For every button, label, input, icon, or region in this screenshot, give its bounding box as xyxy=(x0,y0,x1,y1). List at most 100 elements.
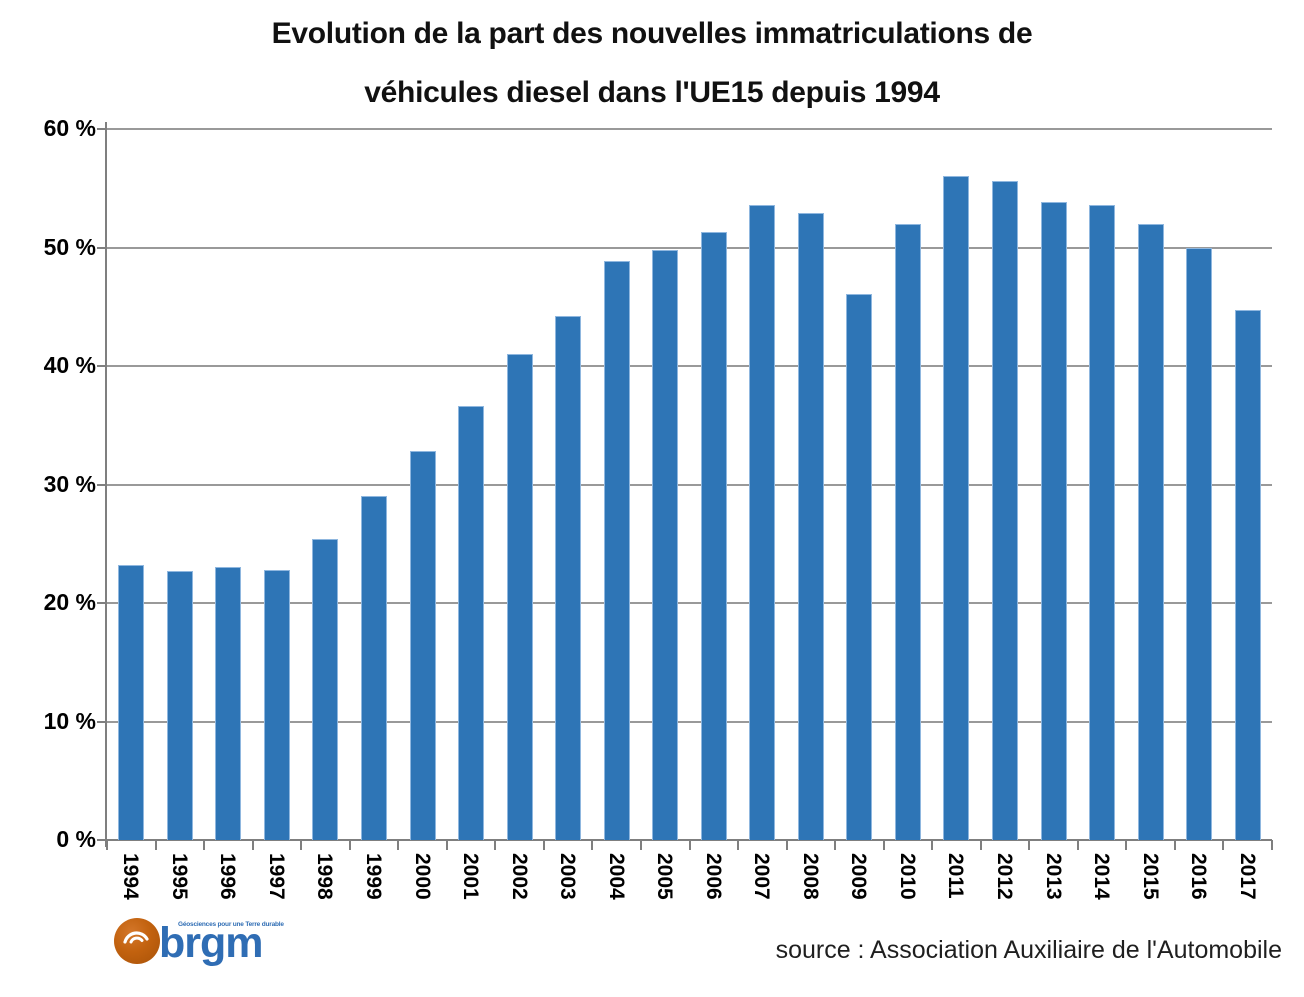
bar-2009 xyxy=(846,293,873,840)
bar-2015 xyxy=(1137,223,1164,840)
gridline-40 xyxy=(107,365,1272,367)
x-axis-label-2009: 2009 xyxy=(847,853,871,900)
x-tick-5 xyxy=(348,840,351,850)
y-tick-30 xyxy=(97,483,107,486)
x-axis-label-2000: 2000 xyxy=(410,853,434,900)
bar-2008 xyxy=(797,213,824,840)
x-axis-label-2002: 2002 xyxy=(507,853,531,900)
bar-2002 xyxy=(506,354,533,840)
y-axis xyxy=(105,122,107,847)
bar-1995 xyxy=(166,571,193,840)
x-tick-19 xyxy=(1028,840,1031,850)
x-tick-3 xyxy=(251,840,254,850)
x-tick-4 xyxy=(300,840,303,850)
y-axis-label-50: 50 % xyxy=(43,233,96,260)
x-axis-label-2007: 2007 xyxy=(750,853,774,900)
bar-2010 xyxy=(894,223,921,840)
gridline-20 xyxy=(107,602,1272,604)
y-tick-0 xyxy=(97,839,107,841)
brgm-logo: Géosciences pour une Terre durable brgm xyxy=(112,914,284,980)
x-tick-9 xyxy=(542,840,545,850)
x-axis-label-2004: 2004 xyxy=(604,853,628,900)
x-tick-22 xyxy=(1173,840,1176,850)
bar-2007 xyxy=(749,204,776,840)
x-axis-label-2016: 2016 xyxy=(1187,853,1211,900)
source-caption: source : Association Auxiliaire de l'Aut… xyxy=(775,936,1282,964)
y-tick-20 xyxy=(97,602,107,604)
chart-title-line1: Evolution de la part des nouvelles immat… xyxy=(271,17,1033,50)
x-axis-label-2008: 2008 xyxy=(798,853,822,900)
bar-2004 xyxy=(603,260,630,840)
x-tick-12 xyxy=(688,840,691,850)
bar-2001 xyxy=(458,406,485,840)
y-tick-10 xyxy=(97,720,107,723)
y-axis-label-40: 40 % xyxy=(43,352,96,378)
y-axis-label-20: 20 % xyxy=(43,589,96,615)
chart-title-line2: véhicules diesel dans l'UE15 depuis 1994 xyxy=(364,76,940,109)
y-tick-60 xyxy=(97,128,107,130)
bar-2013 xyxy=(1040,202,1067,840)
bar-1996 xyxy=(215,567,242,840)
y-tick-50 xyxy=(97,246,107,249)
x-tick-21 xyxy=(1125,840,1128,850)
x-tick-1 xyxy=(154,840,157,850)
bar-2003 xyxy=(555,316,582,840)
x-tick-18 xyxy=(979,840,982,850)
gridline-30 xyxy=(107,483,1272,486)
x-tick-24 xyxy=(1271,840,1273,850)
x-tick-13 xyxy=(737,840,740,850)
brgm-arc-glyph xyxy=(123,931,149,944)
x-tick-16 xyxy=(882,840,885,850)
x-axis-label-2006: 2006 xyxy=(701,853,725,900)
y-axis-label-60: 60 % xyxy=(43,115,96,141)
gridline-50 xyxy=(107,246,1272,249)
chart-title: Evolution de la part des nouvelles immat… xyxy=(0,4,1304,122)
x-tick-6 xyxy=(397,840,400,850)
bar-2011 xyxy=(943,176,970,840)
y-axis-label-10: 10 % xyxy=(43,707,96,734)
x-axis-label-2013: 2013 xyxy=(1041,853,1065,900)
x-axis-label-1998: 1998 xyxy=(313,853,337,900)
x-tick-23 xyxy=(1222,840,1225,850)
bar-2016 xyxy=(1186,247,1213,840)
y-axis-label-30: 30 % xyxy=(43,470,96,497)
bar-2017 xyxy=(1234,310,1261,840)
brgm-wordmark: brgm xyxy=(159,919,263,967)
x-tick-20 xyxy=(1076,840,1079,850)
x-axis-label-1999: 1999 xyxy=(361,853,385,900)
x-tick-15 xyxy=(834,840,837,850)
gridline-60 xyxy=(107,128,1272,130)
brgm-tagline: Géosciences pour une Terre durable xyxy=(178,921,284,928)
x-axis-label-2005: 2005 xyxy=(653,853,677,900)
x-tick-11 xyxy=(639,840,642,850)
x-axis-label-2017: 2017 xyxy=(1235,853,1259,900)
x-axis-label-2010: 2010 xyxy=(895,853,919,900)
bar-2005 xyxy=(652,249,679,840)
x-axis-label-1997: 1997 xyxy=(264,853,288,900)
x-tick-14 xyxy=(785,840,788,850)
x-axis-label-2001: 2001 xyxy=(459,853,483,900)
x-axis-label-2014: 2014 xyxy=(1090,853,1114,900)
x-tick-2 xyxy=(203,840,206,850)
x-tick-0 xyxy=(106,840,108,850)
gridline-10 xyxy=(107,720,1272,723)
bar-1997 xyxy=(263,569,290,840)
x-axis-label-2015: 2015 xyxy=(1138,853,1162,900)
x-tick-7 xyxy=(445,840,448,850)
x-axis-label-2011: 2011 xyxy=(944,853,968,899)
brgm-logo-icon xyxy=(114,918,160,964)
bar-2000 xyxy=(409,451,436,840)
bar-1994 xyxy=(118,565,145,840)
bar-2006 xyxy=(700,232,727,840)
x-axis-label-2012: 2012 xyxy=(993,853,1017,900)
x-tick-8 xyxy=(494,840,497,850)
y-axis-label-0: 0 % xyxy=(56,826,96,852)
bar-1998 xyxy=(312,539,339,840)
x-axis-label-2003: 2003 xyxy=(556,853,580,900)
bar-2014 xyxy=(1089,204,1116,840)
bar-1999 xyxy=(360,496,387,840)
x-tick-10 xyxy=(591,840,594,850)
x-tick-17 xyxy=(931,840,934,850)
y-tick-40 xyxy=(97,365,107,367)
